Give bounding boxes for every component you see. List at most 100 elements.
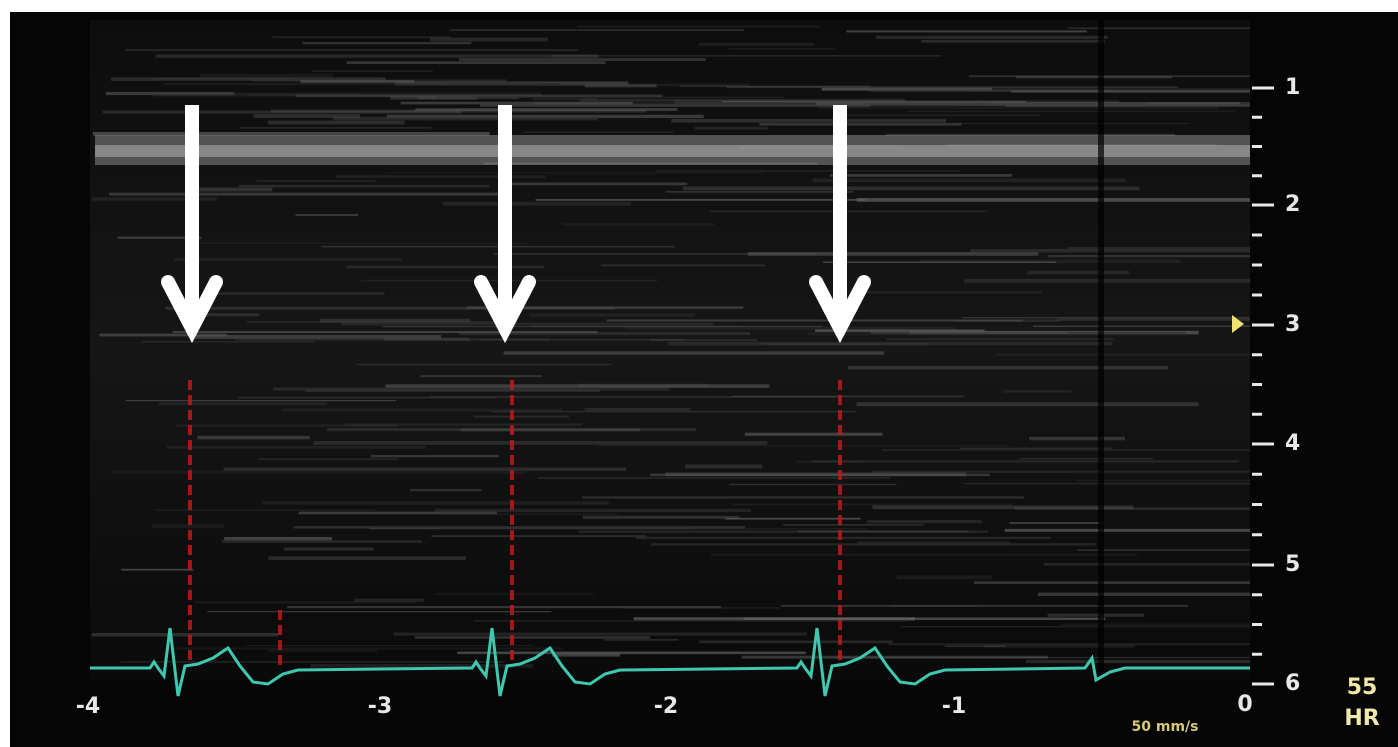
echo-streak: [508, 182, 688, 186]
echo-streak: [872, 505, 1134, 510]
echo-streak: [442, 201, 632, 206]
echo-streak: [474, 415, 570, 418]
echo-streak: [797, 461, 863, 463]
echo-streak: [577, 530, 988, 534]
ecg-trace: [90, 627, 1250, 697]
echo-streak: [393, 632, 807, 636]
echo-streak: [109, 192, 503, 196]
echo-streak: [223, 467, 627, 471]
echo-streak: [92, 131, 490, 136]
heart-rate-value: 55: [1347, 675, 1378, 700]
echo-streak: [125, 49, 578, 52]
echo-streak: [584, 84, 657, 88]
echo-streak: [91, 197, 217, 201]
echo-streak: [1037, 592, 1250, 597]
depth-ticks: [1252, 86, 1274, 686]
echo-streak: [224, 536, 332, 541]
sweep-gap: [1098, 20, 1104, 680]
echo-streak: [189, 187, 273, 192]
echo-streak: [480, 104, 871, 107]
echo-streak: [679, 85, 871, 87]
echo-streak: [983, 644, 1136, 648]
echo-streak: [710, 553, 1138, 556]
echo-streak: [268, 556, 467, 561]
time-label: -3: [368, 694, 392, 719]
echo-streak: [319, 318, 471, 323]
echo-streak: [562, 222, 715, 226]
echo-streak: [650, 543, 1096, 546]
echo-streak: [156, 509, 376, 511]
echo-streak: [238, 396, 497, 399]
echo-streak: [333, 116, 598, 121]
echo-streak: [944, 645, 1006, 647]
echo-streak: [258, 458, 399, 461]
echo-streak: [856, 402, 1199, 407]
echo-streak: [748, 252, 1039, 256]
echo-streak: [120, 661, 505, 663]
echo-streak: [300, 80, 415, 83]
echo-streak: [817, 291, 1042, 294]
echo-streak: [577, 25, 821, 28]
echo-streak: [197, 435, 310, 440]
echo-streak: [665, 472, 966, 477]
echo-streak: [272, 36, 451, 38]
echo-streak: [194, 242, 530, 244]
echo-streak: [847, 366, 1169, 370]
echo-streak: [91, 632, 279, 637]
echo-streak: [836, 657, 1250, 659]
echo-streak: [102, 110, 462, 114]
echo-streak: [390, 96, 477, 100]
echo-streak: [434, 593, 594, 595]
echo-streak: [759, 122, 962, 126]
echo-streak: [896, 575, 993, 580]
echo-streak: [121, 568, 194, 571]
echo-streak: [823, 261, 1057, 263]
echo-streak: [166, 445, 427, 449]
echo-streak: [846, 30, 1087, 33]
echo-streak: [1004, 528, 1250, 532]
echo-streak: [655, 170, 960, 172]
echo-streak: [725, 517, 861, 520]
echo-streak: [430, 396, 835, 398]
echo-streak: [414, 636, 651, 639]
echo-streak: [270, 109, 647, 113]
echo-streak: [530, 325, 743, 328]
echo-streak: [457, 651, 806, 655]
echo-streak: [867, 519, 982, 524]
echo-streak: [176, 424, 398, 427]
echo-streak: [442, 82, 536, 84]
echo-streak: [606, 319, 1023, 322]
echo-streak: [491, 410, 856, 413]
echo-streak: [994, 353, 1250, 356]
echo-streak: [797, 530, 969, 533]
echo-streak: [604, 639, 679, 641]
time-label: -1: [942, 694, 966, 719]
echo-streak: [1068, 27, 1250, 30]
echo-streak: [262, 501, 609, 505]
echo-streak: [780, 604, 1188, 607]
echo-streak: [282, 408, 563, 412]
echo-streak: [1047, 255, 1250, 258]
echo-streak: [440, 513, 619, 516]
echo-streak: [437, 96, 784, 98]
echo-streak: [973, 581, 1250, 585]
echo-streak: [1014, 507, 1250, 510]
echo-streak: [968, 75, 1250, 78]
echo-streak: [762, 343, 926, 345]
echo-streak: [434, 508, 751, 513]
focus-marker: [1232, 315, 1244, 333]
echo-streak: [709, 210, 988, 213]
echo-streak: [253, 114, 360, 118]
echo-streak: [728, 48, 835, 50]
echo-streak: [529, 313, 695, 317]
echo-streak: [872, 470, 1250, 473]
echo-streak: [744, 432, 883, 436]
echo-streak: [153, 92, 542, 97]
echo-streak: [955, 319, 1059, 322]
echo-streak: [876, 35, 1108, 40]
echo-streak: [731, 395, 964, 398]
echo-streak: [246, 644, 534, 647]
echo-streak: [207, 611, 552, 613]
echo-streak: [268, 120, 405, 125]
